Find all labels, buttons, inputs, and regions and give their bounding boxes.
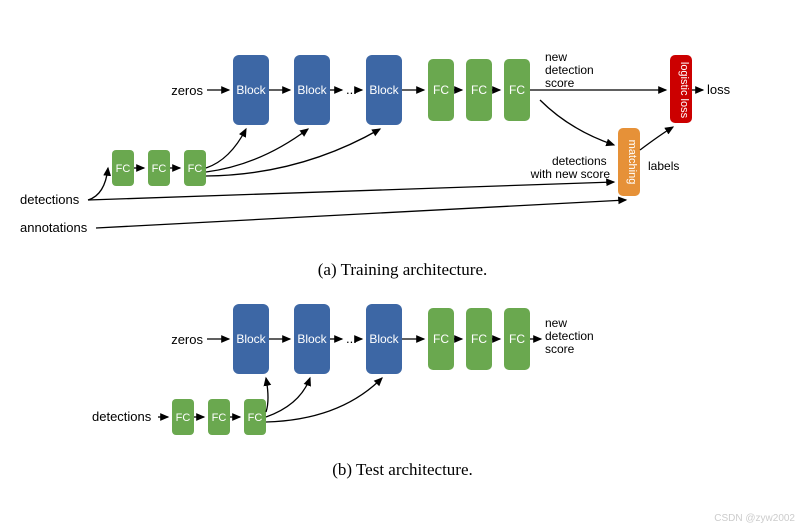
svg-text:logistic loss: logistic loss bbox=[678, 62, 690, 119]
arrow bbox=[206, 129, 308, 172]
arrow bbox=[540, 100, 614, 145]
matching-box: matching bbox=[618, 128, 640, 196]
fc-small-3: FC bbox=[184, 150, 206, 186]
det-new-score-label: detections with new score bbox=[530, 154, 611, 181]
fc-large-2-b: FC bbox=[466, 308, 492, 370]
svg-text:FC: FC bbox=[152, 163, 167, 175]
svg-text:FC: FC bbox=[433, 332, 449, 346]
arrow bbox=[266, 378, 310, 417]
new-det-score-label-b: new detection score bbox=[545, 316, 597, 356]
arrow bbox=[266, 378, 382, 422]
new-det-score-label: new detection score bbox=[545, 50, 597, 90]
fc-small-1: FC bbox=[112, 150, 134, 186]
labels-label: labels bbox=[648, 159, 679, 173]
block-2: Block bbox=[294, 55, 330, 125]
fc-large-1: FC bbox=[428, 59, 454, 121]
fc-large-3-b: FC bbox=[504, 308, 530, 370]
logistic-loss-box: logistic loss bbox=[670, 55, 692, 123]
loss-label: loss bbox=[707, 82, 731, 97]
svg-text:Block: Block bbox=[369, 83, 399, 97]
fc-large-3: FC bbox=[504, 59, 530, 121]
watermark: CSDN @zyw2002 bbox=[714, 513, 795, 524]
training-architecture-svg: zeros Block Block ... Block FC FC FC new… bbox=[10, 10, 795, 260]
fc-small-2-b: FC bbox=[208, 399, 230, 435]
block-2-b: Block bbox=[294, 304, 330, 374]
block-1-b: Block bbox=[233, 304, 269, 374]
svg-text:Block: Block bbox=[236, 83, 266, 97]
svg-text:FC: FC bbox=[176, 412, 191, 424]
svg-text:Block: Block bbox=[236, 332, 266, 346]
arrow bbox=[88, 168, 108, 200]
block-n: Block bbox=[366, 55, 402, 125]
zeros-label-b: zeros bbox=[171, 332, 203, 347]
svg-text:FC: FC bbox=[509, 332, 525, 346]
svg-text:FC: FC bbox=[212, 412, 227, 424]
svg-text:matching: matching bbox=[626, 140, 638, 185]
block-n-b: Block bbox=[366, 304, 402, 374]
arrow bbox=[206, 129, 246, 168]
svg-text:FC: FC bbox=[471, 332, 487, 346]
fc-large-2: FC bbox=[466, 59, 492, 121]
caption-b: (b) Test architecture. bbox=[10, 460, 795, 480]
svg-text:FC: FC bbox=[471, 83, 487, 97]
arrow bbox=[640, 127, 673, 150]
dots-b: ... bbox=[346, 331, 357, 346]
test-architecture-svg: zeros Block Block ... Block FC FC FC new… bbox=[10, 280, 795, 460]
svg-text:Block: Block bbox=[369, 332, 399, 346]
dots-a: ... bbox=[346, 82, 357, 97]
fc-small-3-b: FC bbox=[244, 399, 266, 435]
caption-a: (a) Training architecture. bbox=[10, 260, 795, 280]
zeros-label: zeros bbox=[171, 83, 203, 98]
svg-text:FC: FC bbox=[116, 163, 131, 175]
svg-text:FC: FC bbox=[433, 83, 449, 97]
svg-text:FC: FC bbox=[248, 412, 263, 424]
svg-text:FC: FC bbox=[188, 163, 203, 175]
annotations-label: annotations bbox=[20, 220, 88, 235]
arrow bbox=[266, 378, 268, 412]
arrow bbox=[206, 129, 380, 176]
arrow bbox=[96, 200, 626, 228]
fc-large-1-b: FC bbox=[428, 308, 454, 370]
svg-text:FC: FC bbox=[509, 83, 525, 97]
svg-text:Block: Block bbox=[297, 83, 327, 97]
block-1: Block bbox=[233, 55, 269, 125]
fc-small-1-b: FC bbox=[172, 399, 194, 435]
detections-label-b: detections bbox=[92, 409, 152, 424]
detections-label-a: detections bbox=[20, 192, 80, 207]
svg-text:Block: Block bbox=[297, 332, 327, 346]
fc-small-2: FC bbox=[148, 150, 170, 186]
